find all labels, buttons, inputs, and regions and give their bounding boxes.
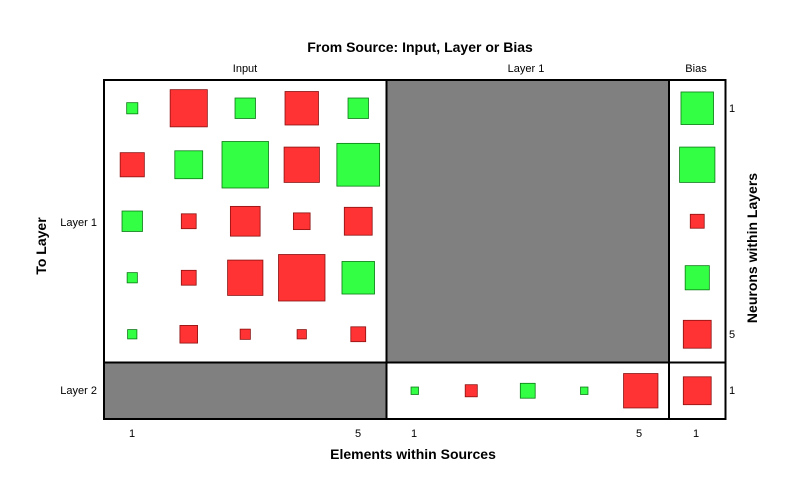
- weight-cell-layer1-from-input-r3-c4: [292, 212, 311, 231]
- weight-cell-layer1-from-input-r1-c1: [126, 102, 139, 115]
- block-layer2-from-input: [103, 361, 388, 420]
- layer-label-2: Layer 2: [60, 385, 97, 397]
- weight-blocks: [103, 79, 727, 420]
- weight-cell-layer1-from-input-r4-c2: [180, 269, 197, 286]
- right-axis-label: Neurons within Layers: [744, 173, 760, 323]
- block-layer1-from-layer1: [385, 79, 670, 364]
- weight-cell-layer1-from-bias-r2-c1: [679, 146, 716, 183]
- weight-cell-layer2-from-layer1-r1-c5: [623, 373, 659, 409]
- weight-cell-layer1-from-input-r5-c1: [127, 329, 138, 340]
- weight-cell-layer2-from-layer1-r1-c3: [519, 382, 536, 399]
- weight-cell-layer1-from-input-r5-c5: [350, 326, 367, 343]
- weight-cell-layer2-from-layer1-r1-c4: [580, 386, 589, 395]
- weight-cell-layer1-from-bias-r3-c1: [689, 213, 705, 229]
- chart-title: From Source: Input, Layer or Bias: [307, 39, 533, 55]
- x-tick-input-1: 1: [129, 428, 135, 440]
- weight-cell-layer1-from-input-r3-c5: [343, 206, 373, 236]
- weight-cell-layer1-from-input-r2-c4: [283, 146, 320, 183]
- weight-cell-layer1-from-input-r4-c3: [227, 259, 264, 296]
- weight-cell-layer1-from-input-r1-c5: [347, 97, 369, 119]
- weight-cell-layer1-from-input-r5-c4: [296, 329, 307, 340]
- source-label-input: Input: [233, 63, 257, 75]
- weight-cell-layer1-from-input-r4-c1: [126, 272, 138, 284]
- weight-cell-layer1-from-input-r2-c3: [221, 141, 269, 189]
- weight-cell-layer1-from-input-r4-c5: [341, 261, 375, 295]
- weight-cell-layer1-from-bias-r4-c1: [684, 265, 710, 291]
- weight-cell-layer1-from-input-r2-c5: [336, 142, 381, 187]
- weight-cell-layer1-from-input-r3-c1: [121, 210, 143, 232]
- y-axis-label: To Layer: [33, 217, 49, 275]
- x-tick-layer1-1: 1: [411, 428, 417, 440]
- weight-cell-layer1-from-input-r5-c2: [179, 325, 198, 344]
- source-label-bias: Bias: [685, 63, 707, 75]
- x-tick-input-5: 5: [355, 428, 361, 440]
- source-label-layer1: Layer 1: [508, 63, 545, 75]
- weight-cell-layer1-from-input-r2-c2: [174, 150, 204, 180]
- y-tick-layer1-5: 5: [729, 329, 735, 341]
- weight-cell-layer1-from-input-r1-c4: [284, 91, 319, 126]
- layer-label-1: Layer 1: [60, 217, 97, 229]
- x-tick-layer1-5: 5: [636, 428, 642, 440]
- weight-cell-layer1-from-input-r4-c4: [278, 254, 326, 302]
- weight-cell-layer2-from-layer1-r1-c1: [410, 386, 419, 395]
- weight-cell-layer1-from-input-r3-c2: [180, 213, 197, 230]
- weight-cell-layer2-from-layer1-r1-c2: [464, 384, 478, 398]
- weight-cell-layer1-from-input-r5-c3: [239, 328, 251, 340]
- weight-cell-layer1-from-input-r1-c2: [169, 89, 208, 128]
- x-tick-bias-1: 1: [693, 428, 699, 440]
- y-tick-layer1-1: 1: [729, 103, 735, 115]
- weight-cell-layer1-from-input-r3-c3: [229, 205, 261, 237]
- y-tick-layer2-1: 1: [729, 385, 735, 397]
- x-axis-label: Elements within Sources: [330, 446, 496, 462]
- weight-cell-layer1-from-bias-r1-c1: [680, 91, 714, 125]
- weight-cell-layer1-from-input-r2-c1: [119, 152, 145, 178]
- weight-cell-layer2-from-bias-r1-c1: [682, 376, 712, 406]
- weight-cell-layer1-from-input-r1-c3: [234, 97, 256, 119]
- weight-cell-layer1-from-bias-r5-c1: [682, 319, 712, 349]
